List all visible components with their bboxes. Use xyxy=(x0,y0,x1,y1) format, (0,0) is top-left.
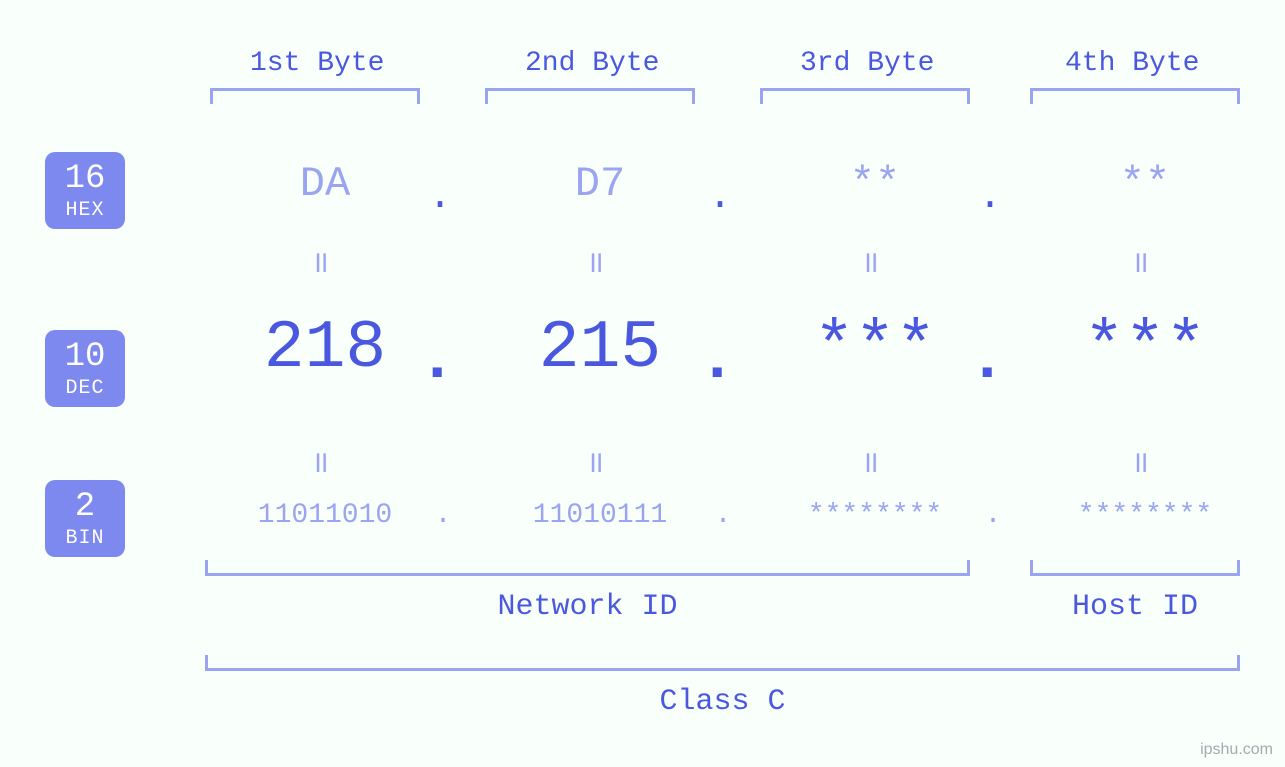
byte-header-3: 3rd Byte xyxy=(800,48,934,79)
bin-byte-2: 11010111 xyxy=(475,500,725,531)
equals-dec-bin-1: ॥ xyxy=(295,440,345,482)
bin-dot-1: . xyxy=(428,500,458,531)
badge-hex-sub: HEX xyxy=(45,200,125,221)
top-bracket-2 xyxy=(485,88,695,104)
hex-dot-2: . xyxy=(705,175,735,220)
dec-byte-3: *** xyxy=(750,310,1000,387)
bin-byte-1: 11011010 xyxy=(200,500,450,531)
top-bracket-3 xyxy=(760,88,970,104)
hex-dot-3: . xyxy=(975,175,1005,220)
dec-byte-2: 215 xyxy=(475,310,725,387)
dec-byte-1: 218 xyxy=(200,310,450,387)
badge-hex: 16 HEX xyxy=(45,152,125,229)
bracket-class xyxy=(205,655,1240,671)
hex-byte-1: DA xyxy=(210,160,440,208)
label-class: Class C xyxy=(205,685,1240,719)
badge-dec: 10 DEC xyxy=(45,330,125,407)
label-network-id: Network ID xyxy=(205,590,970,624)
byte-header-1: 1st Byte xyxy=(250,48,384,79)
byte-header-2: 2nd Byte xyxy=(525,48,659,79)
bracket-network-id xyxy=(205,560,970,576)
label-host-id: Host ID xyxy=(1030,590,1240,624)
bin-dot-2: . xyxy=(708,500,738,531)
badge-bin-num: 2 xyxy=(45,490,125,526)
equals-hex-dec-3: ॥ xyxy=(845,240,895,282)
equals-dec-bin-4: ॥ xyxy=(1115,440,1165,482)
hex-dot-1: . xyxy=(425,175,455,220)
top-bracket-1 xyxy=(210,88,420,104)
hex-byte-2: D7 xyxy=(485,160,715,208)
equals-hex-dec-4: ॥ xyxy=(1115,240,1165,282)
badge-bin-sub: BIN xyxy=(45,528,125,549)
dec-dot-2: . xyxy=(698,325,728,397)
dec-dot-1: . xyxy=(418,325,448,397)
badge-hex-num: 16 xyxy=(45,162,125,198)
dec-dot-3: . xyxy=(968,325,998,397)
equals-dec-bin-2: ॥ xyxy=(570,440,620,482)
bin-byte-3: ******** xyxy=(750,500,1000,531)
equals-hex-dec-1: ॥ xyxy=(295,240,345,282)
hex-byte-4: ** xyxy=(1030,160,1260,208)
badge-bin: 2 BIN xyxy=(45,480,125,557)
badge-dec-num: 10 xyxy=(45,340,125,376)
badge-dec-sub: DEC xyxy=(45,378,125,399)
bin-byte-4: ******** xyxy=(1020,500,1270,531)
bin-dot-3: . xyxy=(978,500,1008,531)
equals-hex-dec-2: ॥ xyxy=(570,240,620,282)
hex-byte-3: ** xyxy=(760,160,990,208)
equals-dec-bin-3: ॥ xyxy=(845,440,895,482)
byte-header-4: 4th Byte xyxy=(1065,48,1199,79)
top-bracket-4 xyxy=(1030,88,1240,104)
bracket-host-id xyxy=(1030,560,1240,576)
watermark: ipshu.com xyxy=(1200,741,1273,759)
dec-byte-4: *** xyxy=(1020,310,1270,387)
